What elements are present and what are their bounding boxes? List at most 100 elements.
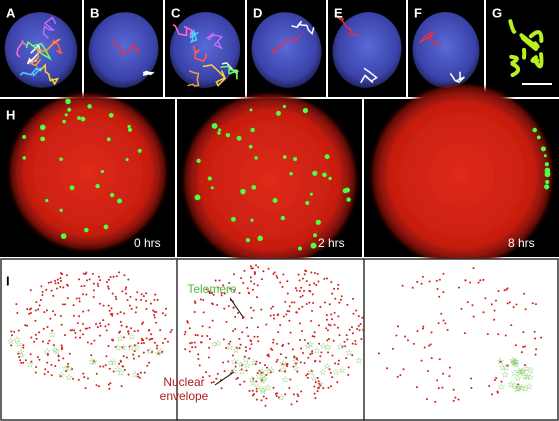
envelope-point — [301, 277, 304, 280]
envelope-point — [359, 323, 362, 326]
envelope-point — [120, 324, 123, 327]
envelope-point — [56, 287, 59, 290]
envelope-point — [319, 384, 322, 387]
envelope-point — [216, 372, 219, 375]
envelope-point — [466, 301, 469, 304]
telomere-spot — [77, 116, 81, 120]
telomere-point: ☆ — [226, 342, 234, 352]
envelope-point — [266, 354, 269, 357]
envelope-point — [137, 329, 140, 332]
envelope-point — [140, 342, 143, 345]
envelope-point — [260, 399, 263, 402]
envelope-point — [270, 307, 273, 310]
telomere-spot — [282, 104, 287, 109]
envelope-point — [281, 344, 284, 347]
telomere-spot — [532, 127, 538, 133]
envelope-point — [108, 309, 111, 312]
envelope-point — [246, 287, 249, 290]
telomere-point: ☆ — [43, 346, 51, 356]
envelope-point — [107, 287, 110, 290]
envelope-point — [307, 342, 310, 345]
envelope-point — [44, 368, 47, 371]
telomere-spot — [544, 184, 550, 190]
envelope-point — [99, 279, 102, 282]
telomere-point: ☆ — [518, 367, 526, 377]
envelope-point — [469, 281, 472, 284]
envelope-point — [119, 320, 122, 323]
envelope-point — [125, 356, 128, 359]
envelope-point — [149, 302, 152, 305]
envelope-point — [336, 287, 339, 290]
envelope-point — [294, 287, 297, 290]
envelope-point — [85, 293, 88, 296]
envelope-point — [241, 331, 244, 334]
telomere-point: ☆ — [510, 380, 518, 390]
envelope-point — [159, 329, 162, 332]
telomere-spot — [315, 219, 321, 225]
envelope-point — [19, 359, 22, 362]
telomere-spot — [59, 208, 63, 212]
telomere-spot — [59, 157, 63, 161]
envelope-point — [252, 377, 255, 380]
envelope-point — [142, 341, 145, 344]
envelope-point — [277, 331, 280, 334]
envelope-point — [442, 372, 445, 375]
envelope-point — [438, 358, 441, 361]
envelope-point — [457, 398, 460, 401]
envelope-point — [208, 290, 211, 293]
envelope-point — [301, 305, 304, 308]
envelope-point — [30, 336, 33, 339]
envelope-point — [251, 288, 254, 291]
envelope-point — [258, 369, 261, 372]
envelope-point — [220, 387, 223, 390]
envelope-point — [26, 308, 29, 311]
envelope-point — [139, 371, 142, 374]
envelope-point — [288, 387, 291, 390]
telomere-point: ☆ — [255, 371, 263, 381]
envelope-point — [95, 384, 98, 387]
telomere-point: ☆ — [265, 367, 273, 377]
envelope-point — [153, 298, 156, 301]
envelope-point — [423, 346, 426, 349]
envelope-point — [262, 270, 265, 273]
envelope-point — [497, 333, 500, 336]
envelope-point — [145, 308, 148, 311]
envelope-point — [66, 297, 69, 300]
envelope-point — [85, 327, 88, 330]
envelope-point — [29, 353, 32, 356]
envelope-point — [99, 365, 102, 368]
envelope-point — [300, 390, 303, 393]
envelope-point — [284, 393, 287, 396]
telomere-point: ☆ — [61, 364, 69, 374]
envelope-point — [107, 323, 110, 326]
envelope-point — [472, 315, 475, 318]
envelope-point — [283, 370, 286, 373]
envelope-point — [193, 341, 196, 344]
envelope-point — [310, 320, 313, 323]
envelope-point — [34, 371, 37, 374]
envelope-point — [317, 387, 320, 390]
envelope-point — [308, 289, 311, 292]
envelope-point — [311, 350, 314, 353]
envelope-point — [137, 375, 140, 378]
telomere-spot — [240, 188, 246, 195]
envelope-point — [429, 343, 432, 346]
envelope-point — [249, 339, 252, 342]
telomere-point: ☆ — [522, 364, 530, 374]
telomere-point: ☆ — [242, 355, 250, 365]
envelope-point — [193, 311, 196, 314]
envelope-point — [223, 370, 226, 373]
envelope-point — [248, 357, 251, 360]
envelope-point — [319, 355, 322, 358]
envelope-point — [534, 337, 537, 340]
envelope-point — [357, 324, 360, 327]
envelope-point — [36, 356, 39, 359]
envelope-point — [289, 331, 292, 334]
envelope-point — [303, 273, 306, 276]
envelope-point — [61, 273, 64, 276]
envelope-point — [438, 295, 441, 298]
envelope-point — [150, 350, 153, 353]
telomere-spot — [39, 124, 46, 131]
envelope-point — [282, 273, 285, 276]
envelope-point — [117, 362, 120, 365]
